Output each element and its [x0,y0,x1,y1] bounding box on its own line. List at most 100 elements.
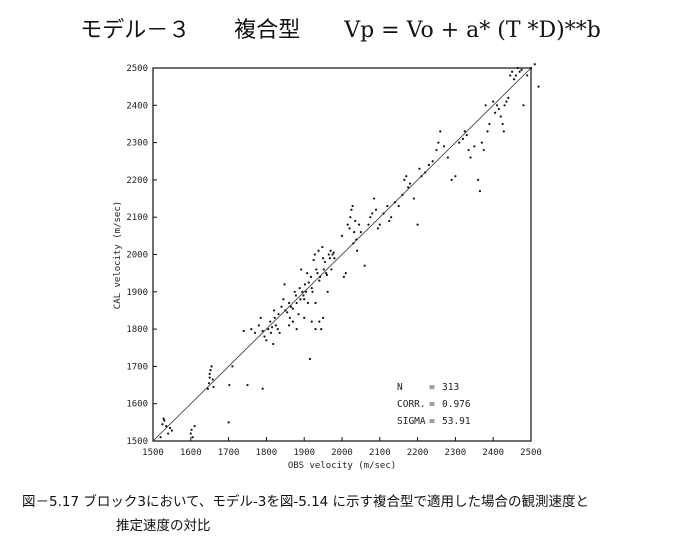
data-point [439,130,442,133]
data-point [163,419,166,422]
data-point [161,423,164,426]
data-point [303,283,307,286]
data-point [306,272,309,275]
data-point [246,383,249,387]
y-tick-label: 2300 [126,139,148,149]
data-point [374,208,378,211]
data-point [282,298,285,301]
data-point [378,223,381,226]
data-point [318,320,321,323]
x-axis-label: OBS velocity (m/sec) [288,461,396,471]
data-point [461,137,465,140]
data-point [253,331,257,334]
x-tick-label: 1500 [142,448,164,458]
data-point [446,156,449,159]
y-tick-label: 1500 [126,437,148,447]
data-point [412,197,415,200]
caption-line-2: 推定速度の対比 [116,518,211,534]
data-point [349,216,352,219]
data-point [424,171,427,174]
data-point [357,223,361,226]
data-point [465,134,468,137]
stat-value: 313 [442,382,459,393]
data-point [407,186,410,189]
data-point [369,216,372,219]
data-point [473,145,476,148]
data-point [484,104,487,107]
chart-title: モデル－３ 複合型 Vp = Vo + a* (T *D)**b [80,18,601,43]
data-point [314,301,317,305]
y-tick-label: 2200 [126,176,148,186]
data-point [318,279,321,282]
reference-line [152,67,532,442]
y-tick-label: 1600 [126,400,148,410]
y-tick-label: 2400 [126,101,148,111]
data-point [522,104,525,107]
data-point [165,424,168,428]
data-point [342,275,345,278]
data-point [250,328,253,331]
data-point [355,238,358,241]
data-point [350,208,353,211]
data-point [327,253,330,256]
data-points [159,63,540,439]
data-point [322,268,325,271]
data-point [303,316,306,320]
data-point [272,342,275,346]
data-point [376,227,380,230]
data-point [304,290,308,293]
data-point [405,175,408,178]
data-point [397,204,400,208]
data-point [318,275,322,278]
data-point [393,201,397,204]
stat-label: N [397,382,403,393]
data-point [311,290,314,293]
data-point [207,382,211,385]
data-point [312,258,315,262]
data-point [323,260,327,264]
data-point [325,273,328,277]
data-point [306,301,310,305]
data-point [208,372,211,375]
data-point [261,387,264,390]
x-tick-label: 1900 [293,448,315,458]
data-point [431,160,434,163]
data-point [168,426,172,430]
data-point [518,70,521,73]
data-point [317,249,320,252]
data-point [501,122,504,126]
data-point [310,286,313,290]
data-point [293,290,296,293]
data-point [291,320,294,323]
data-point [503,104,506,107]
data-point [189,432,192,435]
data-point [314,328,317,331]
data-point [211,378,214,381]
data-point [458,141,461,144]
data-point [263,335,266,338]
data-point [287,301,291,305]
data-point [162,417,165,420]
data-point [416,223,419,226]
y-tick-label: 2500 [126,64,148,74]
data-point [257,324,260,327]
data-point [265,339,268,342]
y-axis-label: CAL velocity (m/sec) [113,201,123,309]
data-point [509,74,512,77]
data-point [231,365,234,368]
data-point [505,100,508,103]
data-point [269,320,272,323]
x-tick-label: 1600 [180,448,202,458]
data-point [289,305,293,308]
x-tick-label: 2500 [520,448,542,458]
scatter-plot: 1500 1600 1700 1800 1900 2000 2100 2200 2300 2400… [113,63,542,471]
data-point [488,122,491,126]
data-point [326,290,329,293]
data-point [301,290,304,293]
data-point [333,257,336,260]
data-point [277,313,280,316]
data-point [276,328,279,331]
x-tick-label: 2200 [407,448,429,458]
data-point [170,429,173,432]
data-point [287,324,291,327]
